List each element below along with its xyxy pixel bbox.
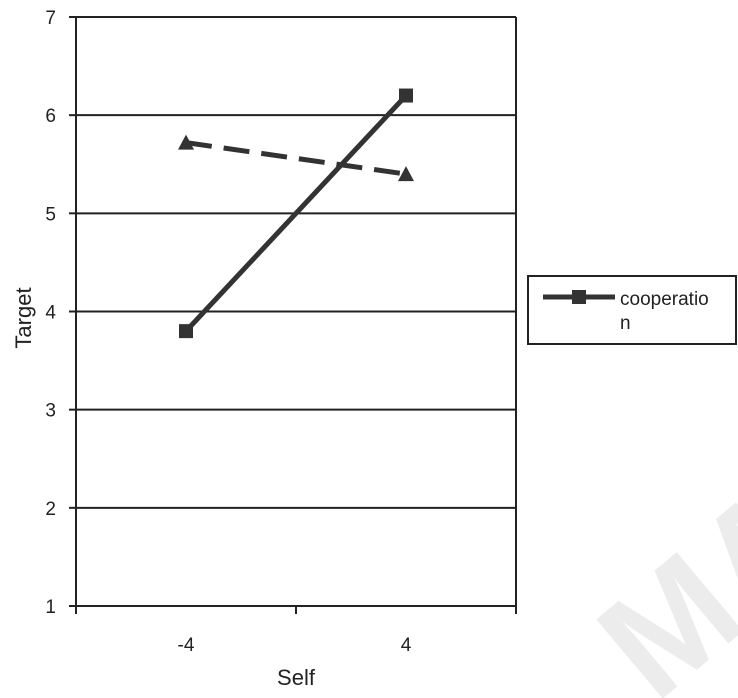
y-tick-label: 5 (45, 204, 56, 225)
y-tick-label: 7 (45, 8, 56, 29)
y-tick-label: 6 (45, 106, 56, 127)
legend-box (527, 275, 737, 345)
y-tick-label: 1 (45, 597, 56, 618)
y-tick-label: 2 (45, 499, 56, 520)
series-1-marker (399, 88, 413, 103)
y-tick-labels: 1 2 3 4 5 6 7 (45, 8, 56, 618)
x-tick-labels: -4 4 (178, 635, 412, 656)
y-axis-title: Target (11, 287, 36, 348)
x-axis-title: Self (277, 665, 316, 690)
legend: cooperatio n (527, 275, 737, 345)
gridlines (76, 16, 516, 509)
legend-label: n (620, 313, 631, 334)
series-layer (178, 88, 414, 339)
axes (69, 16, 517, 614)
series-2-line (185, 140, 407, 177)
series-1-marker (179, 324, 193, 339)
series-2-marker (178, 134, 194, 150)
legend-swatch-marker (572, 290, 586, 304)
legend-label: cooperatio (620, 289, 709, 310)
series-2-marker (398, 166, 414, 182)
y-tick-label: 4 (45, 303, 56, 324)
series-1-line (184, 93, 408, 333)
watermark: MA (568, 451, 738, 698)
x-tick-label: 4 (401, 635, 412, 656)
x-tick-label: -4 (178, 635, 195, 656)
y-tick-label: 3 (45, 401, 56, 422)
